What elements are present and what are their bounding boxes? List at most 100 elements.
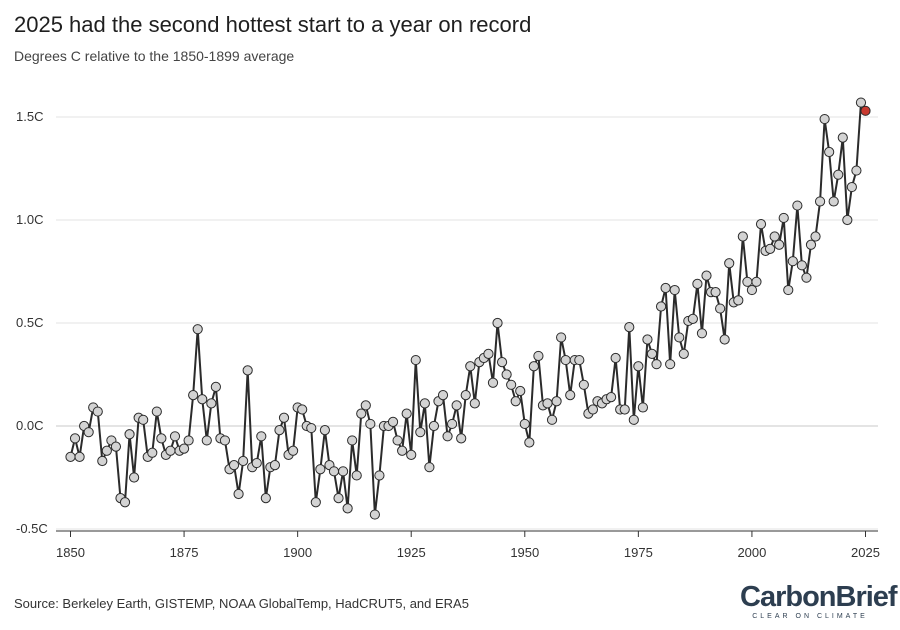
data-point: [392, 435, 403, 446]
chart-title: 2025 had the second hottest start to a y…: [14, 12, 532, 37]
data-point: [751, 276, 762, 287]
data-point: [801, 272, 812, 283]
source-note: Source: Berkeley Earth, GISTEMP, NOAA Gl…: [14, 596, 469, 611]
data-point: [842, 214, 853, 226]
data-point: [201, 435, 212, 446]
chart-svg: -0.5C 0.0C 0.5C 1.0C 1.5C 1850 1875 1900 1925 195…: [16, 97, 880, 560]
data-point: [587, 404, 599, 415]
data-point: [628, 414, 639, 425]
data-point: [578, 379, 589, 390]
data-point: [151, 406, 162, 417]
y-tick-label: -0.5C: [16, 521, 48, 536]
data-point: [92, 406, 103, 417]
data-point: [456, 433, 467, 444]
data-point: [401, 408, 412, 419]
data-point: [169, 431, 181, 442]
data-point: [69, 433, 81, 444]
data-point: [156, 433, 167, 444]
data-point: [487, 377, 499, 388]
data-point: [805, 239, 817, 250]
grid-layer: [56, 116, 878, 530]
data-point: [351, 470, 362, 481]
data-point: [778, 212, 789, 224]
data-point: [678, 348, 689, 359]
data-point: [642, 334, 653, 345]
y-tick-label: 1.5C: [16, 109, 43, 124]
data-point: [755, 219, 767, 230]
data-point: [460, 390, 471, 401]
data-point: [655, 301, 667, 312]
data-point: [424, 462, 435, 473]
data-point: [846, 181, 857, 193]
data-point: [524, 437, 535, 448]
data-point: [833, 169, 844, 180]
data-point: [374, 470, 385, 481]
x-tick-label: 1950: [510, 545, 539, 560]
data-point: [606, 392, 617, 403]
data-point: [465, 361, 476, 372]
data-point: [528, 361, 539, 372]
data-point: [451, 400, 462, 411]
data-point: [365, 418, 376, 430]
data-point: [410, 354, 421, 366]
data-point: [147, 447, 158, 458]
data-point: [492, 317, 503, 329]
data-point: [651, 359, 662, 370]
data-point: [356, 408, 367, 419]
data-point: [165, 445, 176, 456]
carbonbrief-logo: CarbonBrief CLEAR ON CLIMATE: [740, 582, 898, 620]
data-point: [501, 369, 512, 380]
data-point: [129, 472, 140, 483]
data-point: [342, 503, 353, 514]
data-point: [565, 390, 576, 401]
data-point: [238, 455, 249, 467]
data-point: [851, 165, 862, 176]
data-point: [692, 278, 703, 289]
data-point: [515, 385, 526, 397]
data-point: [369, 509, 380, 520]
data-point: [469, 398, 480, 409]
y-tick-label: 0.0C: [16, 418, 43, 433]
chart-subtitle: Degrees C relative to the 1850-1899 aver…: [14, 48, 295, 64]
x-tick-label: 1875: [170, 545, 199, 560]
x-tick-label: 1850: [56, 545, 85, 560]
data-point: [415, 427, 426, 438]
x-tick-label: 1975: [624, 545, 653, 560]
data-point: [101, 445, 112, 456]
data-point: [810, 231, 821, 242]
data-point: [178, 443, 190, 454]
data-point: [787, 256, 798, 267]
data-point: [192, 324, 203, 335]
data-point: [792, 200, 803, 211]
y-tick-label: 0.5C: [16, 315, 43, 330]
data-point: [483, 348, 494, 359]
data-point: [337, 466, 349, 477]
data-point: [510, 396, 521, 407]
data-point: [219, 435, 231, 446]
data-point: [206, 398, 217, 409]
data-point: [701, 270, 712, 281]
data-point: [556, 332, 567, 343]
data-point: [687, 313, 698, 324]
data-point: [619, 404, 630, 415]
data-point: [506, 379, 517, 390]
data-point: [397, 445, 408, 456]
data-point: [710, 287, 721, 298]
data-point: [288, 445, 299, 456]
data-point: [447, 418, 458, 430]
data-point: [197, 394, 208, 405]
data-point: [824, 146, 835, 158]
data-point: [633, 361, 644, 372]
data-point: [769, 231, 780, 242]
y-tick-label: 1.0C: [16, 212, 43, 227]
data-point: [183, 435, 194, 446]
data-point: [297, 404, 308, 415]
data-point: [719, 334, 730, 345]
data-point: [328, 466, 340, 477]
data-point: [387, 416, 399, 427]
data-point: [110, 441, 122, 452]
x-tick-label: 2025: [851, 545, 880, 560]
data-point: [97, 455, 108, 467]
data-point: [660, 282, 671, 294]
data-point: [715, 303, 726, 314]
